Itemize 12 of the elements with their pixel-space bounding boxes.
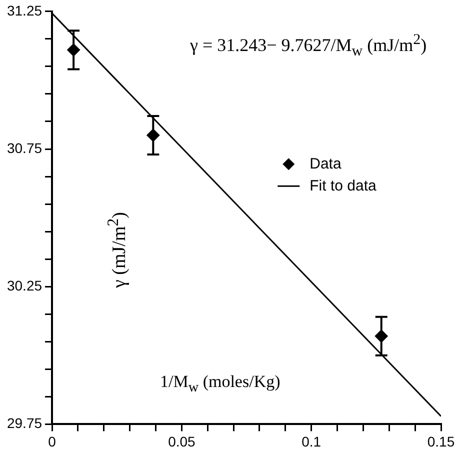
annotation: γ = 31.243− 9.7627/M$_{w}$ (mJ/m$^{2}$) bbox=[190, 32, 427, 61]
legend-label: Data bbox=[310, 155, 342, 172]
x-tick-label: 0.1 bbox=[302, 433, 322, 450]
x-tick-label: 0 bbox=[48, 433, 56, 450]
y-tick-label: 31.25 bbox=[6, 2, 42, 18]
y-tick-label: 30.75 bbox=[6, 140, 42, 156]
x-tick-label: 0.15 bbox=[427, 433, 455, 450]
y-tick-label: 29.75 bbox=[6, 415, 42, 432]
y-tick-label: 30.25 bbox=[6, 277, 42, 294]
legend-label: Fit to data bbox=[310, 177, 377, 194]
x-axis-title: 1/M$_{w}$ (moles/Kg) bbox=[160, 372, 280, 396]
x-tick-label: 0.05 bbox=[168, 433, 196, 450]
